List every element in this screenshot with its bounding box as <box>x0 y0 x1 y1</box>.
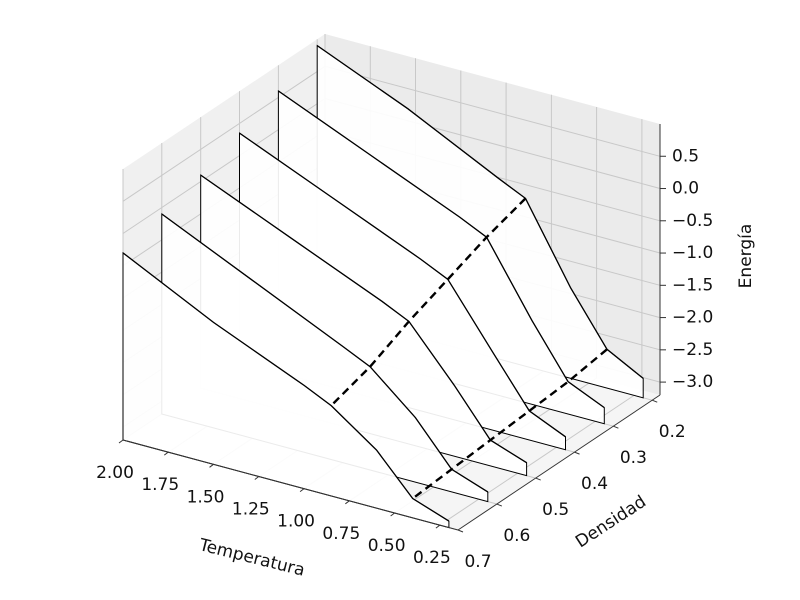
y-tick-label: 0.7 <box>464 552 491 572</box>
x-tick-label: 0.75 <box>322 524 360 544</box>
plot <box>122 44 644 529</box>
curve <box>122 252 450 522</box>
y-tick-label: 0.3 <box>620 448 647 468</box>
x-tick-label: 1.25 <box>232 499 270 519</box>
x-tick <box>118 439 124 444</box>
x-tick-label: 1.50 <box>187 487 225 507</box>
x-axis-title: Temperatura <box>196 535 307 581</box>
z-tick-label: −1.5 <box>672 275 713 295</box>
x-axis <box>122 439 459 531</box>
y-tick <box>574 451 580 455</box>
y-tick <box>496 503 503 507</box>
x-tick-label: 1.75 <box>141 475 179 495</box>
z-tick-label: 0.5 <box>672 146 699 166</box>
transition-line <box>330 197 527 407</box>
x-tick-label: 0.25 <box>413 548 451 568</box>
y-tick-label: 0.4 <box>581 474 608 494</box>
z-tick-label: −0.5 <box>672 211 713 231</box>
x-tick <box>435 524 441 529</box>
z-tick-label: 0.0 <box>672 179 699 199</box>
x-tick-label: 0.50 <box>368 536 406 556</box>
z-tick-label: −1.0 <box>672 243 713 263</box>
y-tick <box>535 477 541 481</box>
y-tick-label: 0.6 <box>503 526 530 546</box>
y-axis <box>457 394 661 531</box>
x-tick <box>163 451 169 456</box>
x-tick-label: 1.00 <box>277 512 315 532</box>
z-axis-title: Energía <box>736 224 756 289</box>
curve <box>239 132 566 438</box>
x-tick <box>254 476 260 480</box>
y-tick-label: 0.5 <box>542 500 569 520</box>
y-tick <box>652 399 658 403</box>
y-tick <box>613 425 619 429</box>
x-tick <box>345 500 350 505</box>
x-tick <box>299 488 305 493</box>
transition-line <box>411 348 608 500</box>
y-axis-title: Densidad <box>572 492 650 552</box>
x-tick-label: 2.00 <box>96 463 134 483</box>
y-tick <box>457 529 464 533</box>
x-tick <box>209 463 214 468</box>
x-tick <box>390 512 395 517</box>
z-tick-label: −2.5 <box>672 340 713 360</box>
z-tick-label: −3.0 <box>672 372 713 392</box>
y-tick-label: 0.2 <box>659 422 686 442</box>
labels: 2.00 1.75 1.50 1.25 1.00 0.75 0.50 0.25 0.2 0.3 0.… <box>96 124 713 572</box>
z-tick-label: −2.0 <box>672 308 713 328</box>
